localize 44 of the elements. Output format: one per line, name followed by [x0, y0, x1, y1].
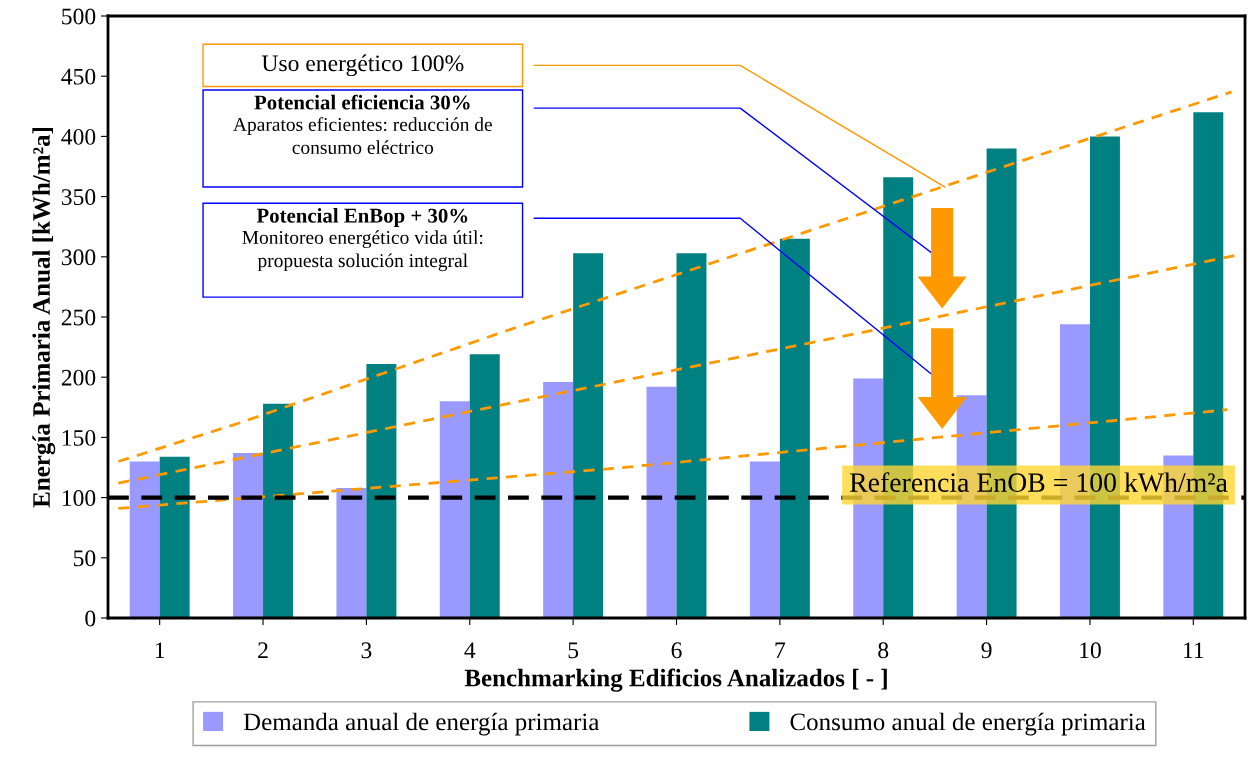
bar: [263, 403, 294, 618]
annotation: Uso energético 100%: [261, 54, 464, 77]
bar: [469, 354, 500, 618]
x-tick-label: 7: [775, 642, 786, 658]
ref-line-label: Referencia EnOB = 100 kWh/m²a: [849, 472, 1228, 493]
y-tick-label: 500: [62, 8, 96, 25]
bar: [439, 401, 470, 618]
bar: [749, 461, 780, 618]
bar: [646, 386, 677, 618]
x-tick-label: 3: [361, 642, 372, 659]
bar: [573, 253, 604, 618]
bar: [543, 382, 574, 618]
bar: [676, 253, 707, 618]
y-tick-label: 150: [62, 429, 96, 446]
y-tick-label: 300: [61, 249, 96, 266]
bar: [159, 456, 190, 618]
bar: [779, 238, 810, 618]
x-tick-label: 5: [568, 642, 579, 659]
y-tick-label: 400: [61, 128, 96, 145]
x-axis-title: Benchmarking Edificios Analizados [ - ]: [464, 668, 887, 692]
y-tick-label: 450: [61, 68, 96, 85]
x-tick-label: 11: [1184, 642, 1204, 658]
x-tick-label: 2: [258, 642, 268, 658]
annotation: Potencial eficiencia 30% Aparatos eficientes: reducción de consumo eléctrico: [233, 94, 492, 155]
x-tick-label: 1: [155, 642, 165, 658]
bar: [233, 453, 264, 618]
bar: [129, 461, 160, 618]
bar: [336, 487, 367, 618]
y-tick-label: 100: [62, 490, 96, 507]
y-axis-title: Energía Primaria Anual [kWh/m²a]: [32, 127, 56, 508]
y-tick-label: 250: [61, 309, 96, 326]
x-tick-label: 10: [1080, 642, 1101, 659]
legend-label: Consumo anual de energía primaria: [790, 712, 1146, 736]
legend-label: Demanda anual de energía primaria: [243, 712, 600, 736]
y-tick-label: 200: [61, 369, 96, 386]
x-tick-label: 6: [671, 642, 682, 659]
x-tick-label: 9: [981, 642, 992, 659]
y-tick-label: 0: [85, 610, 96, 627]
x-tick-label: 4: [464, 642, 476, 658]
y-tick-label: 350: [61, 189, 96, 206]
y-tick-label: 50: [73, 550, 96, 567]
bar: [366, 363, 397, 618]
x-tick-label: 8: [878, 642, 889, 659]
annotation: Potencial EnBop + 30% Monitoreo energético vida útil: propuesta solución integral: [242, 208, 483, 272]
